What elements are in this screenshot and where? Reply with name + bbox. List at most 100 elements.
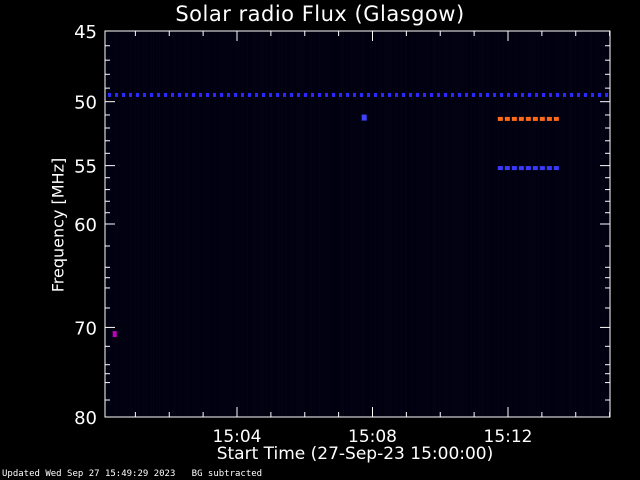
feature-mark bbox=[549, 92, 552, 97]
noise-streak bbox=[401, 32, 402, 416]
noise-streak bbox=[153, 32, 154, 416]
noise-streak bbox=[287, 32, 288, 416]
noise-streak bbox=[413, 32, 414, 416]
noise-streak bbox=[457, 32, 458, 416]
noise-streak bbox=[321, 32, 322, 416]
noise-streak bbox=[427, 32, 428, 416]
noise-streak bbox=[465, 32, 466, 416]
noise-streak bbox=[171, 32, 172, 416]
noise-streak bbox=[281, 32, 282, 416]
noise-streak bbox=[255, 32, 256, 416]
noise-streak bbox=[179, 32, 180, 416]
noise-streak bbox=[203, 32, 204, 416]
noise-streak bbox=[251, 32, 252, 416]
noise-streak bbox=[433, 32, 434, 416]
noise-streak bbox=[411, 32, 412, 416]
noise-streak bbox=[357, 32, 358, 416]
noise-streak bbox=[277, 32, 278, 416]
noise-streak bbox=[127, 32, 128, 416]
noise-streak bbox=[161, 32, 162, 416]
noise-streak bbox=[437, 32, 438, 416]
noise-streak bbox=[233, 32, 234, 416]
noise-streak bbox=[501, 32, 502, 416]
noise-streak bbox=[183, 32, 184, 416]
noise-streak bbox=[333, 32, 334, 416]
noise-streak bbox=[555, 32, 556, 416]
noise-streak bbox=[369, 32, 370, 416]
feature-mark bbox=[192, 92, 195, 97]
noise-streak bbox=[199, 32, 200, 416]
noise-streak bbox=[201, 32, 202, 416]
feature-mark bbox=[532, 116, 538, 121]
feature-mark bbox=[444, 92, 447, 97]
x-axis: 15:04 15:08 15:12 bbox=[134, 31, 611, 447]
noise-streak bbox=[311, 32, 312, 416]
noise-streak bbox=[517, 32, 518, 416]
feature-mark bbox=[157, 92, 160, 97]
noise-streak bbox=[499, 32, 500, 416]
feature-mark bbox=[150, 92, 153, 97]
noise-streak bbox=[279, 32, 280, 416]
feature-mark bbox=[532, 166, 538, 171]
feature-mark bbox=[511, 166, 517, 171]
noise-streak bbox=[583, 32, 584, 416]
bg-subtracted-note: BG subtracted bbox=[191, 469, 263, 479]
noise-streak bbox=[477, 32, 478, 416]
noise-streak bbox=[359, 32, 360, 416]
noise-streak bbox=[121, 32, 122, 416]
noise-streak bbox=[223, 32, 224, 416]
feature-mark bbox=[185, 92, 188, 97]
noise-streak bbox=[581, 32, 582, 416]
noise-streak bbox=[535, 32, 536, 416]
feature-mark bbox=[570, 92, 573, 97]
noise-streak bbox=[415, 32, 416, 416]
noise-streak bbox=[247, 32, 248, 416]
y-tick-label: 55 bbox=[74, 157, 97, 178]
noise-streak bbox=[137, 32, 138, 416]
noise-streak bbox=[295, 32, 296, 416]
x-tick-label: 15:12 bbox=[484, 427, 533, 447]
x-tick-label: 15:04 bbox=[213, 427, 262, 447]
noise-streak bbox=[123, 32, 124, 416]
noise-streak bbox=[135, 32, 136, 416]
feature-mark bbox=[178, 92, 181, 97]
noise-streak bbox=[391, 32, 392, 416]
noise-streak bbox=[595, 32, 596, 416]
feature-mark bbox=[339, 92, 342, 97]
noise-streak bbox=[585, 32, 586, 416]
noise-streak bbox=[409, 32, 410, 416]
noise-streak bbox=[129, 32, 130, 416]
feature-mark bbox=[535, 92, 538, 97]
noise-streak bbox=[419, 32, 420, 416]
feature-mark bbox=[353, 92, 356, 97]
noise-streak bbox=[429, 32, 430, 416]
noise-streak bbox=[263, 32, 264, 416]
noise-streak bbox=[309, 32, 310, 416]
noise-streak bbox=[331, 32, 332, 416]
feature-mark bbox=[605, 92, 608, 97]
noise-streak bbox=[303, 32, 304, 416]
feature-mark bbox=[283, 92, 286, 97]
noise-streak bbox=[425, 32, 426, 416]
noise-streak bbox=[453, 32, 454, 416]
feature-mark bbox=[553, 116, 559, 121]
noise-streak bbox=[163, 32, 164, 416]
feature-spot bbox=[361, 114, 367, 121]
noise-streak bbox=[405, 32, 406, 416]
noise-streak bbox=[141, 32, 142, 416]
noise-streak bbox=[187, 32, 188, 416]
noise-streak bbox=[285, 32, 286, 416]
noise-streak bbox=[597, 32, 598, 416]
feature-mark bbox=[486, 92, 489, 97]
noise-streak bbox=[443, 32, 444, 416]
noise-streak bbox=[341, 32, 342, 416]
noise-streak bbox=[449, 32, 450, 416]
noise-streak bbox=[371, 32, 372, 416]
noise-streak bbox=[379, 32, 380, 416]
feature-mark bbox=[514, 92, 517, 97]
noise-streak bbox=[283, 32, 284, 416]
feature-mark bbox=[563, 92, 566, 97]
feature-mark bbox=[539, 116, 545, 121]
noise-streak bbox=[175, 32, 176, 416]
feature-mark bbox=[437, 92, 440, 97]
